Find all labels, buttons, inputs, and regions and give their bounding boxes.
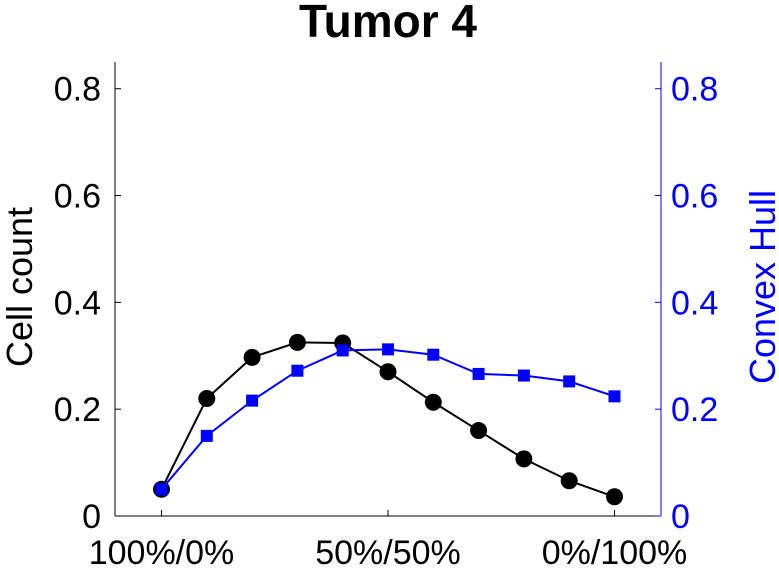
data-point bbox=[379, 363, 397, 381]
data-point bbox=[517, 369, 530, 382]
data-point bbox=[382, 343, 394, 356]
data-point bbox=[470, 422, 488, 440]
chart-title: Tumor 4 bbox=[299, 0, 477, 47]
series-1 bbox=[153, 333, 623, 506]
y2-tick-label: 0.6 bbox=[671, 178, 718, 216]
data-point bbox=[424, 393, 442, 411]
y2-tick-label: 0.4 bbox=[671, 284, 718, 322]
data-point bbox=[243, 348, 261, 366]
data-point bbox=[563, 375, 576, 388]
x-tick-label: 50%/50% bbox=[315, 534, 461, 569]
data-point bbox=[200, 429, 213, 442]
y-tick-label: 0.4 bbox=[54, 284, 101, 322]
series-layer bbox=[153, 333, 623, 506]
y-tick-label: 0 bbox=[82, 498, 101, 536]
x-tick-label: 100%/0% bbox=[89, 534, 235, 569]
y-tick-label: 0.2 bbox=[54, 391, 101, 429]
data-point bbox=[198, 389, 216, 407]
y-tick-label: 0.8 bbox=[54, 71, 101, 109]
data-point bbox=[560, 472, 578, 490]
y-tick-label: 0.6 bbox=[54, 178, 101, 216]
y2-tick-label: 0.8 bbox=[671, 71, 718, 109]
data-point bbox=[291, 364, 304, 377]
data-point bbox=[608, 390, 621, 403]
y2-tick-label: 0.2 bbox=[671, 391, 718, 429]
data-point bbox=[472, 367, 485, 380]
x-tick-label: 0%/100% bbox=[542, 534, 688, 569]
series-2 bbox=[155, 343, 621, 496]
y-axis-label: Cell count bbox=[0, 207, 40, 367]
data-point bbox=[155, 483, 168, 496]
y2-axis-label: Convex Hull bbox=[742, 190, 779, 384]
plot-axes: 0 0.2 0.4 0.6 0.8 0 0.2 0.4 0.6 0.8 100%/0% 50%/50%… bbox=[54, 62, 718, 569]
data-point bbox=[336, 344, 349, 357]
data-point bbox=[246, 394, 259, 407]
data-point bbox=[427, 348, 440, 361]
data-point bbox=[288, 333, 306, 351]
y2-tick-label: 0 bbox=[671, 498, 690, 536]
data-point bbox=[515, 450, 533, 468]
data-point bbox=[606, 488, 623, 506]
